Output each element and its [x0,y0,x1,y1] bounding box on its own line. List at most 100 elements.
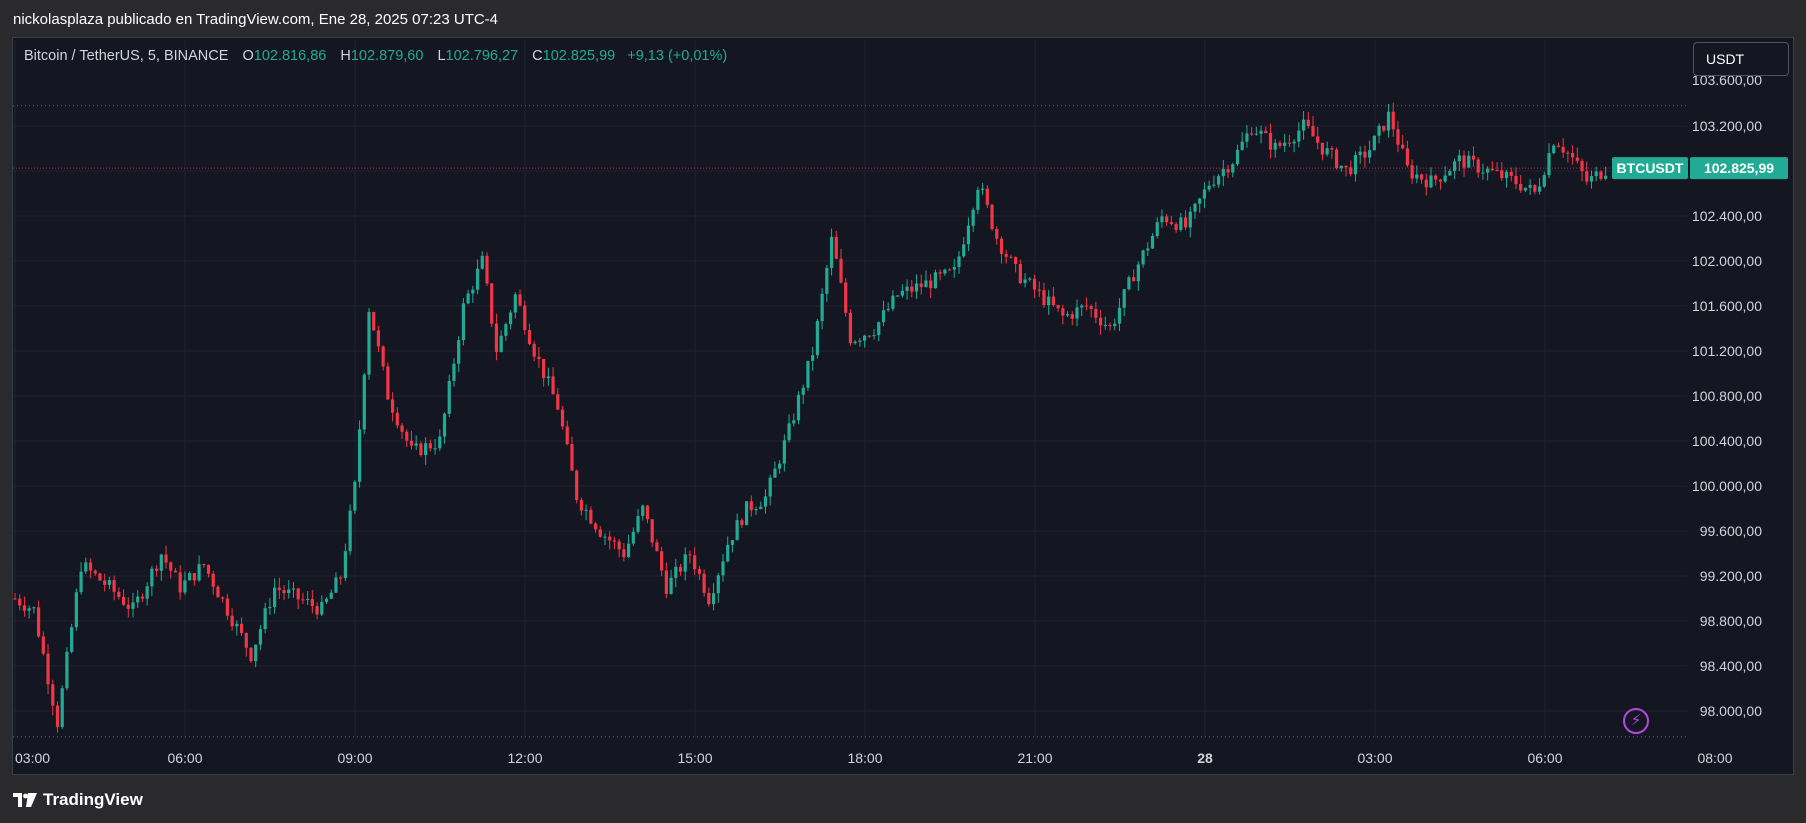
candle-body [1132,277,1136,282]
candle-body [688,554,692,556]
candle-body [372,312,376,331]
candle-body [1419,174,1424,180]
candle-body [1490,168,1494,171]
candle-body [1335,149,1339,169]
x-axis-tick-label: 08:00 [1697,750,1732,766]
candle-body [754,509,758,511]
candle-body [1386,111,1391,131]
candle-body [1349,167,1353,175]
candle-body [570,443,574,471]
candle-body [1301,119,1306,131]
candle-body [22,605,27,611]
candle-body [74,592,78,628]
candle-body [1042,290,1046,306]
candle-body [1353,155,1358,175]
candle-body [1018,263,1022,284]
candle-body [1207,185,1211,190]
candle-body [1424,179,1428,188]
candle-body [409,440,414,446]
candle-body [598,529,602,537]
candle-body [433,448,437,450]
candle-body [1556,145,1561,147]
candle-body [617,541,621,550]
candle-body [1471,155,1476,160]
legend-change: +9,13 (+0,01%) [627,48,728,64]
candle-body [1495,170,1499,172]
candle-body [1467,155,1471,168]
candle-body [296,588,300,600]
y-axis-tick-label: 102.400,00 [1692,208,1762,224]
x-axis-tick-label: 12:00 [507,750,542,766]
candle-body [858,340,862,342]
candle-body [150,568,154,587]
candle-body [1235,149,1240,165]
candle-body [693,555,697,570]
candle-body [1254,133,1258,135]
candle-body [664,570,668,594]
candle-body [560,409,565,427]
currency-button[interactable]: USDT [1693,42,1789,76]
candle-body [442,413,447,437]
candle-body [1032,278,1037,290]
chart-pane[interactable] [12,37,1794,775]
candle-body [306,598,310,600]
candle-body [1198,198,1202,204]
candle-body [103,580,107,585]
candle-body [603,536,607,538]
candle-body [140,596,145,599]
candle-body [820,293,824,322]
candle-body [268,607,272,609]
candle-body [65,651,69,689]
candle-body [1382,125,1386,131]
last-price-symbol: BTCUSDT [1617,160,1684,176]
candle-body [910,286,914,292]
candle-body [1217,176,1221,185]
candle-body [1306,119,1310,127]
candle-body [1047,296,1051,306]
candle-body [381,346,385,367]
candle-body [1372,135,1376,151]
last-price-symbol-tag [1612,157,1688,180]
candle-body [1434,175,1438,180]
candle-body [438,436,442,449]
candle-body [334,577,338,593]
candle-body [145,586,149,599]
candle-body [1221,169,1225,177]
candle-body [1051,296,1055,305]
legend-high: 102.879,60 [350,48,424,64]
candle-body [475,268,480,290]
y-axis-tick-label: 100.000,00 [1692,478,1762,494]
candle-body [650,519,654,543]
candle-body [1037,289,1041,291]
candle-body [1136,264,1140,282]
candle-body [376,330,381,347]
candle-body [216,586,220,598]
candle-body [1396,129,1400,145]
y-axis-tick-label: 101.600,00 [1692,298,1762,314]
candle-body [872,335,876,337]
candle-body [192,573,196,581]
candle-body [778,463,782,469]
candle-body [79,571,83,593]
candle-body [1344,165,1348,168]
candle-body [1457,155,1461,162]
candle-body [962,244,966,257]
candle-body [1268,132,1273,150]
candle-body [801,387,805,395]
candle-body [825,267,829,294]
candle-body [353,481,357,511]
candle-body [1486,168,1490,173]
candle-body [391,399,395,413]
candle-body [697,569,701,574]
candle-body [164,554,168,563]
candle-body [943,269,947,274]
candle-body [726,544,730,562]
lightning-bolt-icon[interactable]: ⚡ [1623,708,1649,734]
candle-body [1561,146,1565,153]
candle-body [55,705,60,728]
candle-body [1438,179,1443,182]
candle-body [1061,308,1065,316]
candle-body [1330,148,1334,150]
candle-body [1212,184,1216,186]
